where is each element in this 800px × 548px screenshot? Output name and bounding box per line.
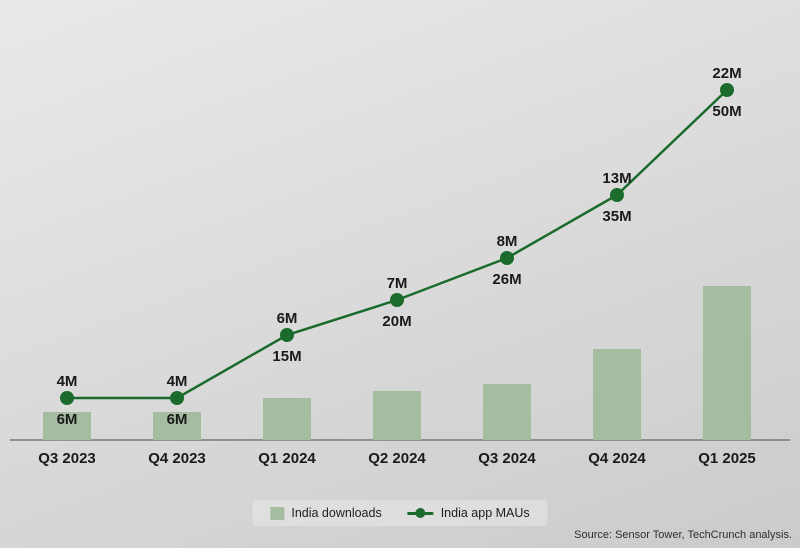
bar-q1-2024 — [263, 398, 311, 440]
category-label: Q3 2024 — [478, 450, 536, 467]
legend-item-downloads: India downloads — [270, 506, 382, 520]
bar-value-label: 4M — [57, 373, 78, 390]
chart-legend: India downloads India app MAUs — [252, 500, 548, 526]
line-value-label: 50M — [712, 103, 741, 120]
bar-swatch-icon — [270, 506, 285, 520]
bar-value-label: 6M — [277, 310, 298, 327]
legend-item-maus: India app MAUs — [407, 506, 530, 520]
bar-q3-2024 — [483, 384, 531, 440]
bar-value-label: 22M — [712, 65, 741, 82]
line-dot-q3-2023 — [60, 391, 74, 405]
line-dot-q2-2024 — [390, 293, 404, 307]
bar-value-label: 8M — [497, 233, 518, 250]
bar-q2-2024 — [373, 391, 421, 440]
line-value-label: 20M — [382, 313, 411, 330]
bar-q3-2023 — [43, 412, 91, 440]
legend-label-maus: India app MAUs — [440, 506, 530, 520]
source-note: Source: Sensor Tower, TechCrunch analysi… — [574, 529, 792, 541]
bar-q1-2025 — [703, 286, 751, 440]
bar-value-label: 7M — [387, 275, 408, 292]
line-value-label: 26M — [492, 271, 521, 288]
bar-q4-2023 — [153, 412, 201, 440]
line-value-label: 6M — [167, 411, 188, 428]
line-dot-q1-2024 — [280, 328, 294, 342]
category-label: Q4 2023 — [148, 450, 206, 467]
bar-value-label: 13M — [602, 170, 631, 187]
category-label: Q1 2025 — [698, 450, 756, 467]
line-dot-swatch-icon — [407, 508, 434, 518]
line-dot-q1-2025 — [720, 83, 734, 97]
bar-q4-2024 — [593, 349, 641, 440]
line-dot-q4-2023 — [170, 391, 184, 405]
category-label: Q3 2023 — [38, 450, 96, 467]
bar-value-label: 4M — [167, 373, 188, 390]
line-dot-q3-2024 — [500, 251, 514, 265]
legend-label-downloads: India downloads — [291, 506, 382, 520]
category-label: Q2 2024 — [368, 450, 426, 467]
category-label: Q4 2024 — [588, 450, 646, 467]
line-value-label: 6M — [57, 411, 78, 428]
line-swatch-dot — [415, 508, 426, 518]
line-value-label: 15M — [272, 348, 301, 365]
line-value-label: 35M — [602, 208, 631, 225]
category-label: Q1 2024 — [258, 450, 316, 467]
line-dot-q4-2024 — [610, 188, 624, 202]
